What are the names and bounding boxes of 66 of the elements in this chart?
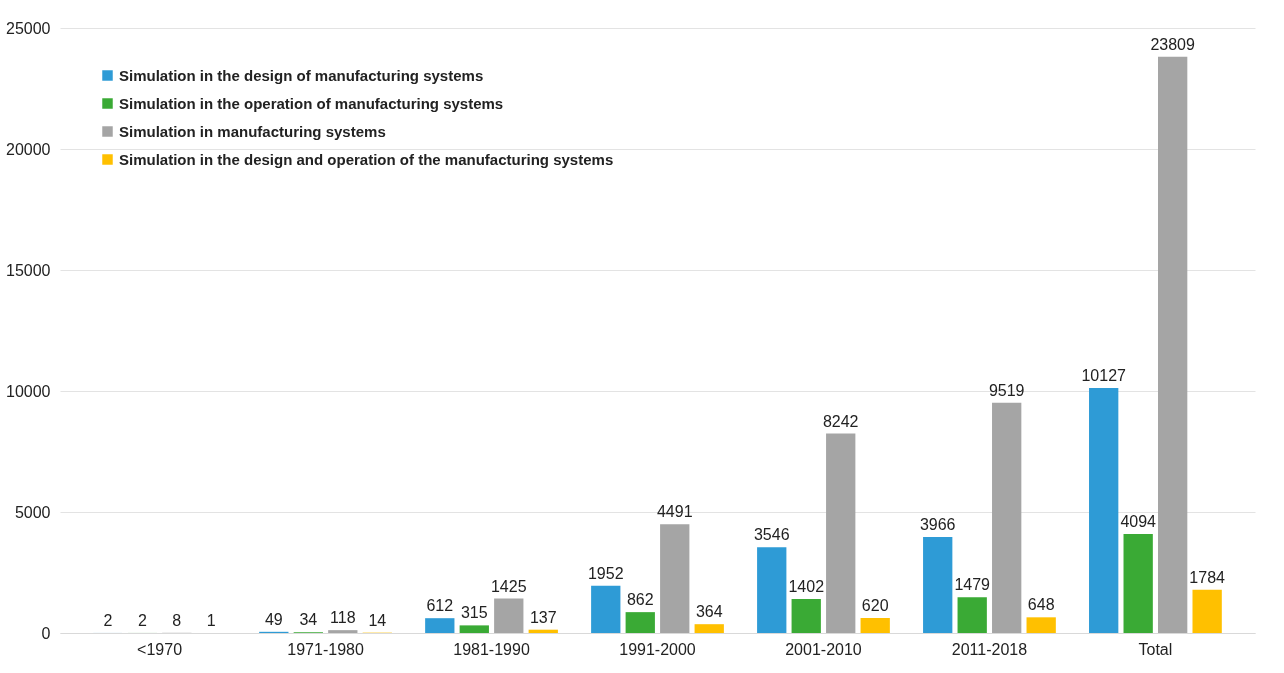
data-label: 4491 xyxy=(656,503,693,521)
data-label: 10127 xyxy=(1081,366,1127,384)
bar xyxy=(494,598,524,633)
data-label: 620 xyxy=(861,597,889,614)
bar xyxy=(791,599,821,633)
data-label: 1952 xyxy=(587,564,624,582)
bar xyxy=(591,585,621,633)
x-tick-label: 1991-2000 xyxy=(619,640,696,658)
data-label: 14 xyxy=(368,611,387,629)
x-tick-label: 1981-1990 xyxy=(453,640,530,658)
data-label: 1784 xyxy=(1189,568,1226,586)
data-label: 4094 xyxy=(1120,512,1157,530)
data-label: 1 xyxy=(206,611,216,629)
data-label: 49 xyxy=(264,610,283,628)
y-tick-label: 0 xyxy=(41,624,51,642)
bar xyxy=(957,597,987,633)
bar xyxy=(923,537,953,633)
bar xyxy=(528,629,558,633)
data-label: 1402 xyxy=(788,578,825,596)
data-label: 315 xyxy=(460,604,488,622)
bar xyxy=(860,618,890,633)
data-label: 23809 xyxy=(1150,35,1195,53)
bar xyxy=(328,630,358,633)
y-tick-label: 25000 xyxy=(6,19,51,37)
legend-label: Simulation in the operation of manufacturing systems xyxy=(119,94,504,112)
data-label: 3546 xyxy=(753,526,790,544)
bar xyxy=(459,625,489,633)
x-tick-label: Total xyxy=(1138,640,1173,658)
data-label: 612 xyxy=(426,597,454,615)
bar xyxy=(1026,617,1056,633)
data-label: 34 xyxy=(299,611,318,629)
data-label: 862 xyxy=(626,591,654,609)
bar xyxy=(1158,56,1188,633)
y-tick-label: 10000 xyxy=(6,382,51,400)
data-label: 118 xyxy=(330,609,356,627)
bar xyxy=(1123,533,1153,633)
bar xyxy=(1089,387,1119,633)
x-tick-label: 1971-1980 xyxy=(287,640,364,658)
legend-label: Simulation in the design of manufacturing systems xyxy=(119,66,484,84)
bar xyxy=(757,547,787,633)
data-label: 2 xyxy=(137,611,147,629)
bar xyxy=(826,433,856,633)
legend-label: Simulation in manufacturing systems xyxy=(119,122,386,140)
bar xyxy=(1192,589,1222,633)
bar xyxy=(425,618,455,633)
bar xyxy=(992,402,1022,633)
data-label: 364 xyxy=(695,603,723,621)
bar xyxy=(625,612,655,633)
x-tick-label: <1970 xyxy=(137,640,183,658)
data-label: 3966 xyxy=(919,516,956,534)
bar xyxy=(694,624,724,633)
data-label: 8242 xyxy=(822,412,859,430)
y-tick-label: 15000 xyxy=(6,261,51,279)
data-label: 9519 xyxy=(988,381,1025,399)
data-label: 648 xyxy=(1027,596,1055,614)
data-label: 137 xyxy=(529,608,557,626)
data-label: 1425 xyxy=(490,577,527,595)
x-tick-label: 2011-2018 xyxy=(951,640,1028,658)
x-tick-label: 2001-2010 xyxy=(785,640,862,658)
y-tick-label: 20000 xyxy=(6,140,51,158)
data-label: 8 xyxy=(172,611,182,629)
data-label: 1479 xyxy=(954,576,991,594)
legend-label: Simulation in the design and operation of the manufacturing systems xyxy=(119,150,614,168)
bar xyxy=(660,524,690,633)
data-label: 2 xyxy=(103,611,113,629)
y-tick-label: 5000 xyxy=(14,503,51,521)
